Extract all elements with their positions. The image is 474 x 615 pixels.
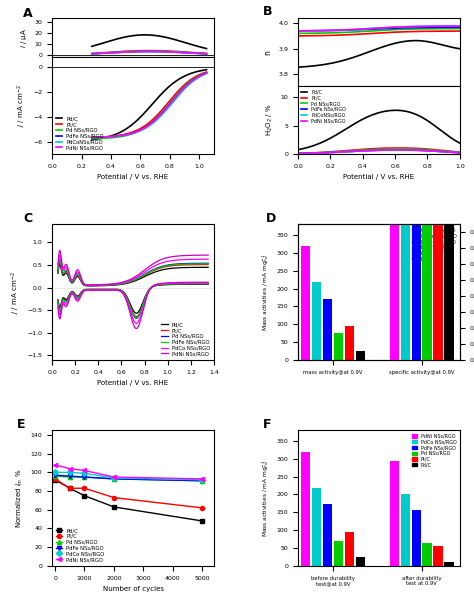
Legend: Pd/C, Pt/C, Pd NSs/RGO, PdFe NSs/RGO, PdCoNSs/RGO, PdNi NSs/RGO: Pd/C, Pt/C, Pd NSs/RGO, PdFe NSs/RGO, Pd…	[55, 115, 105, 151]
Text: C: C	[23, 212, 32, 224]
Y-axis label: $j$ / mA cm$^{-2}$: $j$ / mA cm$^{-2}$	[9, 271, 22, 314]
Bar	[334, 333, 343, 360]
Bar	[356, 557, 365, 566]
X-axis label: Potential / V vs. RHE: Potential / V vs. RHE	[98, 174, 169, 180]
Line: Pd/C: Pd/C	[53, 478, 204, 523]
PdCo NSs/RGO	[82, 470, 87, 477]
Pd NSs/RGO	[82, 474, 87, 481]
Text: B: B	[263, 5, 272, 18]
Bar	[433, 0, 443, 360]
PdNi NSs/RGO	[67, 465, 73, 472]
Pd NSs/RGO	[111, 475, 117, 483]
Pd NSs/RGO	[199, 477, 205, 485]
Y-axis label: Mass activities / mA mg$^{-1}_{Pd}$: Mass activities / mA mg$^{-1}_{Pd}$	[260, 459, 271, 537]
Bar	[356, 351, 365, 360]
Legend: PdNi NSs/RGO, PdCo NSs/RGO, PdFe NSs/RGO, Pd NSs/RGO, Pt/C, Pd/C: PdNi NSs/RGO, PdCo NSs/RGO, PdFe NSs/RGO…	[411, 227, 457, 263]
Pt/C	[52, 475, 58, 483]
Bar	[345, 326, 354, 360]
Bar	[401, 0, 410, 360]
Legend: PdNi NSs/RGO, PdCo NSs/RGO, PdFe NSs/RGO, Pd NSs/RGO, Pt/C, Pd/C: PdNi NSs/RGO, PdCo NSs/RGO, PdFe NSs/RGO…	[411, 433, 457, 469]
Text: A: A	[23, 7, 33, 20]
Pd/C	[82, 492, 87, 499]
Bar	[301, 453, 310, 566]
Bar	[411, 510, 421, 566]
PdFe NSs/RGO	[52, 472, 58, 479]
Text: F: F	[263, 418, 271, 430]
Y-axis label: $i$ / μA: $i$ / μA	[19, 28, 29, 48]
Bar	[401, 494, 410, 566]
PdFe NSs/RGO	[199, 477, 205, 485]
Y-axis label: Mass activities / mA mg$^{-1}_{Pd}$: Mass activities / mA mg$^{-1}_{Pd}$	[260, 253, 271, 331]
Bar	[334, 541, 343, 566]
Bar	[312, 282, 321, 360]
Line: Pd NSs/RGO: Pd NSs/RGO	[53, 474, 204, 483]
Pt/C	[67, 485, 73, 492]
Bar	[411, 0, 421, 360]
Legend: Pd/C, Pt/C, Pd NSs/RGO, PdFe NSs/RGO, PdCo NSs/RGO, PdNi NSs/RGO: Pd/C, Pt/C, Pd NSs/RGO, PdFe NSs/RGO, Pd…	[160, 321, 211, 357]
Y-axis label: H$_2$O$_2$ / %: H$_2$O$_2$ / %	[265, 104, 275, 137]
Y-axis label: Normalized $i_m$ %: Normalized $i_m$ %	[15, 469, 25, 528]
Pd NSs/RGO	[52, 472, 58, 480]
PdFe NSs/RGO	[82, 474, 87, 481]
Bar	[390, 461, 399, 566]
Line: PdNi NSs/RGO: PdNi NSs/RGO	[53, 463, 204, 481]
Legend: Pd/C, Pt/C, Pd NSs/RGO, PdFe NSs/RGO, PdCo NSs/RGO, PdNi NSs/RGO: Pd/C, Pt/C, Pd NSs/RGO, PdFe NSs/RGO, Pd…	[55, 527, 106, 563]
Bar	[422, 0, 432, 360]
Bar	[444, 0, 454, 360]
Bar	[345, 532, 354, 566]
PdNi NSs/RGO	[199, 475, 205, 483]
Line: PdFe NSs/RGO: PdFe NSs/RGO	[53, 473, 204, 483]
Bar	[323, 298, 332, 360]
X-axis label: Number of cycles: Number of cycles	[102, 586, 164, 592]
X-axis label: Potential / V vs. RHE: Potential / V vs. RHE	[98, 380, 169, 386]
PdNi NSs/RGO	[52, 461, 58, 469]
Y-axis label: $j$ / mA cm$^{-2}$: $j$ / mA cm$^{-2}$	[15, 84, 27, 127]
PdCo NSs/RGO	[199, 476, 205, 483]
PdNi NSs/RGO	[82, 467, 87, 474]
X-axis label: Potential / V vs. RHE: Potential / V vs. RHE	[343, 174, 414, 180]
Pd NSs/RGO	[67, 474, 73, 481]
Bar	[422, 542, 432, 566]
Pt/C	[82, 485, 87, 492]
PdNi NSs/RGO	[111, 474, 117, 481]
Bar	[390, 0, 399, 360]
Bar	[433, 546, 443, 566]
PdFe NSs/RGO	[111, 475, 117, 483]
Line: PdCo NSs/RGO: PdCo NSs/RGO	[53, 470, 204, 482]
Pd/C	[111, 503, 117, 510]
Y-axis label: n: n	[264, 50, 273, 55]
Pd/C	[52, 476, 58, 483]
Text: D: D	[265, 212, 276, 224]
Line: Pt/C: Pt/C	[53, 477, 204, 510]
PdCo NSs/RGO	[67, 469, 73, 476]
Pd/C	[67, 485, 73, 492]
Pd/C	[199, 517, 205, 525]
Pt/C	[111, 494, 117, 501]
Pt/C	[199, 504, 205, 512]
Legend: Pd/C, Pt/C, Pd NSs/RGO, PdFe NSs/RGO, PdCoNSs/RGO, PdNi NSs/RGO: Pd/C, Pt/C, Pd NSs/RGO, PdFe NSs/RGO, Pd…	[301, 89, 347, 124]
Bar	[301, 247, 310, 360]
Bar	[444, 562, 454, 566]
Text: E: E	[17, 418, 25, 430]
Bar	[323, 504, 332, 566]
PdCo NSs/RGO	[111, 474, 117, 482]
PdCo NSs/RGO	[52, 469, 58, 476]
PdFe NSs/RGO	[67, 472, 73, 480]
Bar	[312, 488, 321, 566]
